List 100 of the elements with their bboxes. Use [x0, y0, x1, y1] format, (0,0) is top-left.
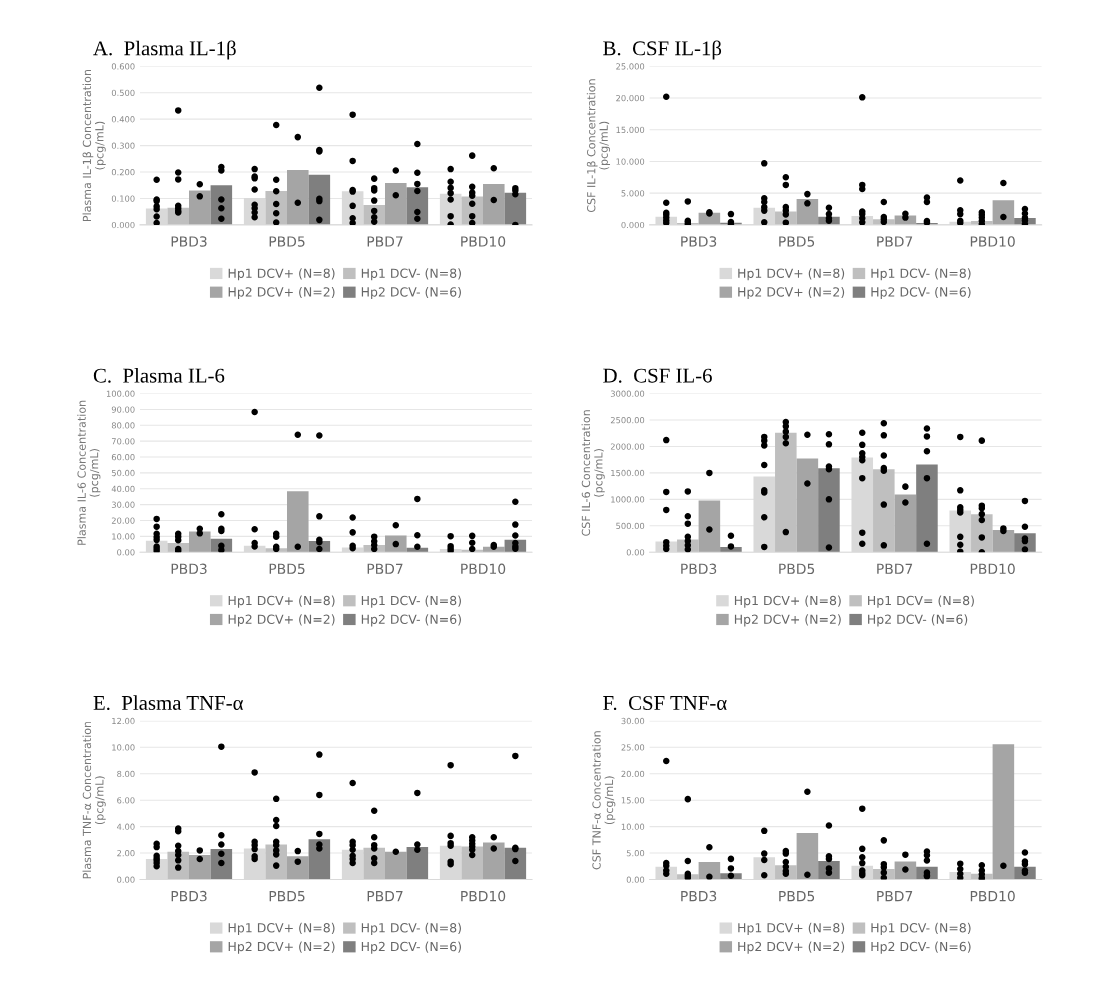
x-tick-label: PBD5 [779, 891, 815, 902]
x-tick-label: PBD3 [681, 563, 717, 575]
legend-label: Hp1 DCV- (N=8) [361, 595, 461, 608]
y-axis-title: CSF IL-6 Concentration (pcg/mL) [581, 410, 605, 536]
y-tick-label: 4.00 [116, 823, 135, 830]
y-tick-label: 15.000 [616, 126, 645, 133]
y-tick-label: 80.00 [111, 422, 135, 429]
legend-label: Hp2 DCV+ (N=2) [228, 614, 335, 627]
chart-title: B. CSF IL-1β [603, 40, 722, 60]
x-tick-label: PBD7 [877, 891, 913, 902]
x-tick-label: PBD3 [171, 563, 207, 575]
y-axis-title: Plasma TNF-α Concentration (pcg/mL) [82, 721, 106, 879]
x-tick-label: PBD5 [779, 236, 815, 247]
y-tick-label: 1500.00 [611, 469, 645, 477]
legend-label: Hp1 DCV+ (N=8) [228, 922, 335, 935]
y-tick-label: 0.00 [626, 876, 645, 883]
y-tick-label: 500.00 [616, 522, 645, 530]
y-axis-title: CSF TNF-α Concentration (pcg/mL) [592, 731, 616, 870]
y-tick-label: 2.00 [117, 850, 135, 857]
legend-label: Hp1 DCV= (N=8) [868, 595, 974, 608]
chart-title: A. Plasma IL-1β [93, 40, 236, 60]
legend-label: Hp1 DCV+ (N=8) [228, 268, 335, 281]
x-tick-label: PBD3 [681, 890, 717, 902]
y-tick-label: 90.00 [111, 406, 135, 413]
legend-label: Hp2 DCV+ (N=2) [738, 941, 845, 954]
y-tick-label: 0.000 [621, 221, 645, 229]
y-axis-title: CSF IL-1β Concentration (pcg/mL) [586, 79, 611, 213]
y-tick-label: 0.00 [626, 549, 645, 556]
x-tick-label: PBD7 [367, 891, 403, 902]
y-tick-label: 2500.00 [610, 416, 645, 424]
x-tick-label: PBD10 [461, 890, 506, 902]
x-tick-label: PBD3 [171, 236, 207, 247]
y-tick-label: 0.500 [111, 89, 135, 96]
y-tick-label: 8.00 [117, 770, 135, 778]
x-tick-label: PBD10 [461, 236, 506, 247]
x-tick-label: PBD5 [269, 236, 305, 247]
y-tick-label: 100.00 [106, 390, 135, 397]
x-tick-label: PBD5 [269, 563, 305, 575]
y-tick-label: 20.00 [111, 517, 135, 524]
legend-label: Hp2 DCV+ (N=2) [738, 286, 845, 300]
legend-label: Hp1 DCV+ (N=8) [738, 268, 845, 281]
y-tick-label: 30.00 [111, 501, 135, 508]
legend-label: Hp2 DCV- (N=6) [361, 614, 461, 627]
legend-label: Hp1 DCV+ (N=8) [738, 922, 845, 935]
x-tick-label: PBD10 [970, 890, 1015, 902]
y-tick-label: 0.600 [111, 63, 135, 70]
legend-label: Hp1 DCV- (N=8) [871, 922, 971, 935]
y-tick-label: 5.000 [621, 190, 645, 197]
legend-label: Hp2 DCV- (N=6) [871, 286, 971, 300]
chart-title: E. Plasma TNF-α [93, 695, 244, 711]
legend-label: Hp1 DCV+ (N=8) [228, 595, 335, 608]
legend-label: Hp2 DCV- (N=6) [871, 941, 971, 954]
x-tick-label: PBD7 [877, 563, 913, 574]
y-tick-label: 60.00 [111, 454, 135, 461]
legend-label: Hp1 DCV+ (N=8) [734, 595, 841, 608]
y-tick-label: 6.00 [117, 797, 135, 804]
y-tick-label: 20.000 [616, 94, 645, 102]
y-tick-label: 15.00 [621, 797, 645, 804]
y-tick-label: 0.400 [111, 116, 135, 123]
x-tick-label: PBD10 [970, 563, 1015, 575]
y-tick-label: 0.000 [111, 221, 135, 229]
y-tick-label: 10.00 [621, 823, 645, 830]
y-tick-label: 10.00 [112, 744, 135, 751]
y-tick-label: 0.00 [117, 549, 135, 556]
y-tick-label: 0.200 [111, 169, 135, 176]
x-tick-label: PBD10 [970, 236, 1015, 247]
legend-label: Hp1 DCV- (N=8) [871, 268, 971, 281]
legend-label: Hp2 DCV+ (N=2) [734, 614, 841, 627]
x-tick-label: PBD10 [461, 563, 506, 575]
chart-title: F. CSF TNF-α [603, 695, 727, 711]
x-tick-label: PBD3 [171, 890, 207, 902]
y-axis-title: Plasma IL-1β Concentration (pcg/mL) [82, 69, 106, 222]
legend-label: Hp1 DCV- (N=8) [361, 922, 461, 935]
y-tick-label: 1000.00 [611, 496, 645, 503]
y-tick-label: 12.00 [112, 717, 135, 725]
y-tick-label: 5.00 [626, 850, 645, 857]
y-tick-label: 10.000 [616, 158, 645, 165]
y-tick-label: 0.00 [117, 876, 135, 883]
y-tick-label: 0.100 [111, 195, 135, 202]
y-tick-label: 3000.00 [610, 390, 645, 397]
chart-title: D. CSF IL-6 [603, 368, 712, 383]
legend-label: Hp2 DCV+ (N=2) [228, 286, 335, 300]
y-tick-label: 20.00 [621, 770, 645, 778]
y-tick-label: 50.00 [111, 469, 135, 477]
chart-title: C. Plasma IL-6 [93, 368, 225, 383]
legend-label: Hp2 DCV- (N=6) [868, 614, 968, 627]
y-tick-label: 70.00 [111, 438, 135, 445]
y-axis-title: Plasma IL-6 Concentration (pcg/mL) [77, 400, 101, 545]
y-tick-label: 40.00 [111, 485, 135, 493]
y-tick-label: 10.00 [112, 533, 135, 540]
y-tick-label: 25.00 [621, 744, 645, 751]
y-tick-label: 0.300 [111, 142, 135, 149]
legend-label: Hp1 DCV- (N=8) [361, 268, 461, 281]
x-tick-label: PBD7 [367, 236, 403, 247]
y-tick-label: 2000.00 [610, 443, 645, 450]
x-tick-label: PBD3 [681, 236, 717, 247]
x-tick-label: PBD7 [877, 236, 913, 247]
x-tick-label: PBD7 [367, 563, 403, 574]
x-tick-label: PBD5 [269, 891, 305, 902]
y-tick-label: 30.00 [621, 717, 645, 725]
